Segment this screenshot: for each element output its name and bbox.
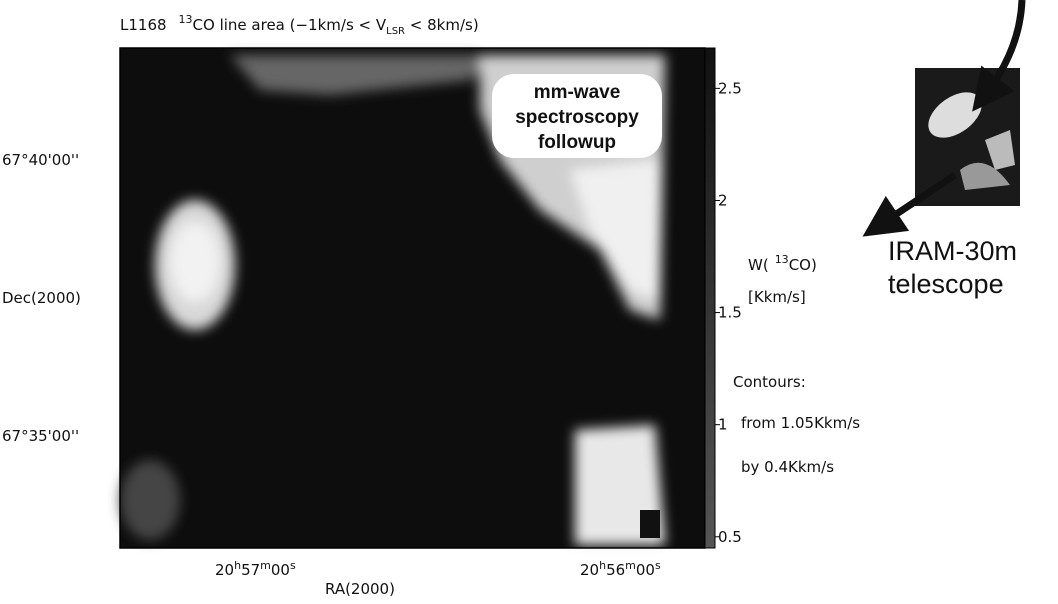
contours-from: from 1.05Kkm/s (741, 414, 860, 432)
colorbar-unit: [Kkm/s] (748, 288, 806, 306)
telescope-label: IRAM-30m (888, 236, 1017, 266)
colorbar-tick-label: 1 (718, 416, 728, 434)
ra-tick-unit: h (234, 559, 241, 572)
telescope-label: telescope (888, 269, 1004, 299)
ra-tick-label: 20h57m00s (215, 559, 296, 579)
title-text: CO line area (−1km/s < V (193, 16, 387, 34)
ra-tick-number: 20 (215, 561, 234, 579)
colorbar-label-start: W( (748, 256, 769, 274)
colorbar-tick-label: 1.5 (718, 304, 742, 322)
colorbar-tick-label: 2 (718, 191, 728, 209)
ra-tick-unit: s (655, 559, 661, 572)
colorbar-tick-label: 2.5 (718, 79, 742, 97)
ra-tick-number: 00 (636, 561, 655, 579)
title-isotope: 13 (179, 13, 193, 26)
ra-tick-unit: m (260, 559, 271, 572)
title-subscript: LSR (386, 26, 405, 37)
dec-axis-label: Dec(2000) (2, 289, 81, 307)
callout-line: spectroscopy (515, 107, 639, 128)
colorbar-label-species: CO) (789, 256, 817, 274)
colorbar-tick-label: 0.5 (718, 528, 742, 546)
ra-axis-label: RA(2000) (325, 580, 395, 598)
colorbar (704, 47, 716, 549)
contours-heading: Contours: (733, 373, 806, 391)
title-source: L1168 (120, 16, 167, 34)
ra-tick-unit: s (290, 559, 296, 572)
title-end: < 8km/s) (405, 16, 479, 34)
ra-tick-unit: h (599, 559, 606, 572)
title: L1168 13CO line area (−1km/s < VLSR < 8km… (120, 13, 479, 37)
callout-line: followup (538, 132, 616, 153)
contours-step: by 0.4Kkm/s (741, 458, 834, 476)
ra-tick-number: 20 (580, 561, 599, 579)
arrow-in (972, 0, 1026, 112)
ra-tick-number: 57 (241, 561, 260, 579)
colorbar-label-isotope: 13 (775, 253, 789, 266)
telescope-image (915, 68, 1020, 206)
arrow-out (862, 172, 957, 237)
callout-box (492, 74, 662, 158)
ra-tick-number: 56 (606, 561, 625, 579)
dec-tick-label: 67°40'00'' (2, 151, 79, 169)
ra-tick-number: 00 (271, 561, 290, 579)
callout-line: mm-wave (534, 82, 621, 103)
dec-tick-label: 67°35'00'' (2, 427, 79, 445)
ra-tick-unit: m (625, 559, 636, 572)
ra-tick-label: 20h56m00s (580, 559, 661, 579)
colorbar-label: W( 13CO) (748, 253, 817, 274)
